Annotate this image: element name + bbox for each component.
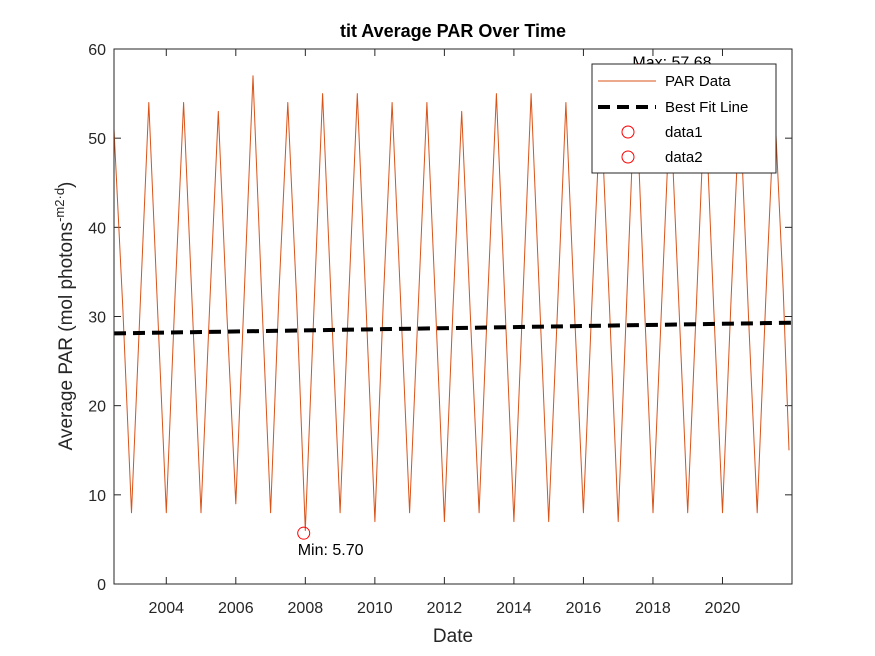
y-tick-label: 0 — [97, 577, 106, 594]
x-tick-label: 2004 — [148, 600, 184, 617]
x-tick-label: 2018 — [635, 600, 671, 617]
annotation-label: Min: 5.70 — [298, 542, 364, 559]
legend-label-par: PAR Data — [665, 73, 731, 90]
plot-border — [113, 48, 793, 585]
y-tick-label: 20 — [88, 399, 106, 416]
y-axis-label-close: ) — [56, 182, 77, 188]
legend: PAR Data Best Fit Line data1 data2 — [591, 63, 777, 174]
y-tick-label: 30 — [88, 310, 106, 327]
y-tick-label: 50 — [88, 131, 106, 148]
y-axis-label-tail: ·d — [52, 188, 67, 200]
x-tick-label: 2006 — [218, 600, 254, 617]
x-tick-label: 2016 — [566, 600, 602, 617]
ticks-layer: 0 10 20 30 40 50 60 2004 2006 2008 2010 2012 2014 201… — [88, 42, 792, 617]
x-tick-label: 2014 — [496, 600, 532, 617]
y-tick-label: 40 — [88, 220, 106, 237]
x-tick-label: 2012 — [427, 600, 463, 617]
y-tick-label: 10 — [88, 488, 106, 505]
x-tick-label: 2010 — [357, 600, 393, 617]
par-data-line — [113, 75, 790, 531]
legend-label-data1: data1 — [665, 124, 703, 141]
y-axis-label: Average PAR (mol photons-m2·d) — [52, 182, 77, 451]
y-axis-label-sup: -m2 — [52, 200, 67, 222]
x-tick-label: 2008 — [288, 600, 324, 617]
legend-swatch-data1 — [621, 125, 635, 139]
x-tick-label: 2020 — [705, 600, 741, 617]
legend-label-fit: Best Fit Line — [665, 99, 748, 116]
legend-swatch-data2 — [621, 150, 635, 164]
y-tick-label: 60 — [88, 42, 106, 59]
chart-title: tit Average PAR Over Time — [340, 21, 566, 41]
legend-label-data2: data2 — [665, 149, 703, 166]
y-axis-label-main: Average PAR (mol photons — [56, 222, 77, 450]
data2-marker — [297, 526, 311, 540]
x-axis-label: Date — [433, 626, 473, 647]
